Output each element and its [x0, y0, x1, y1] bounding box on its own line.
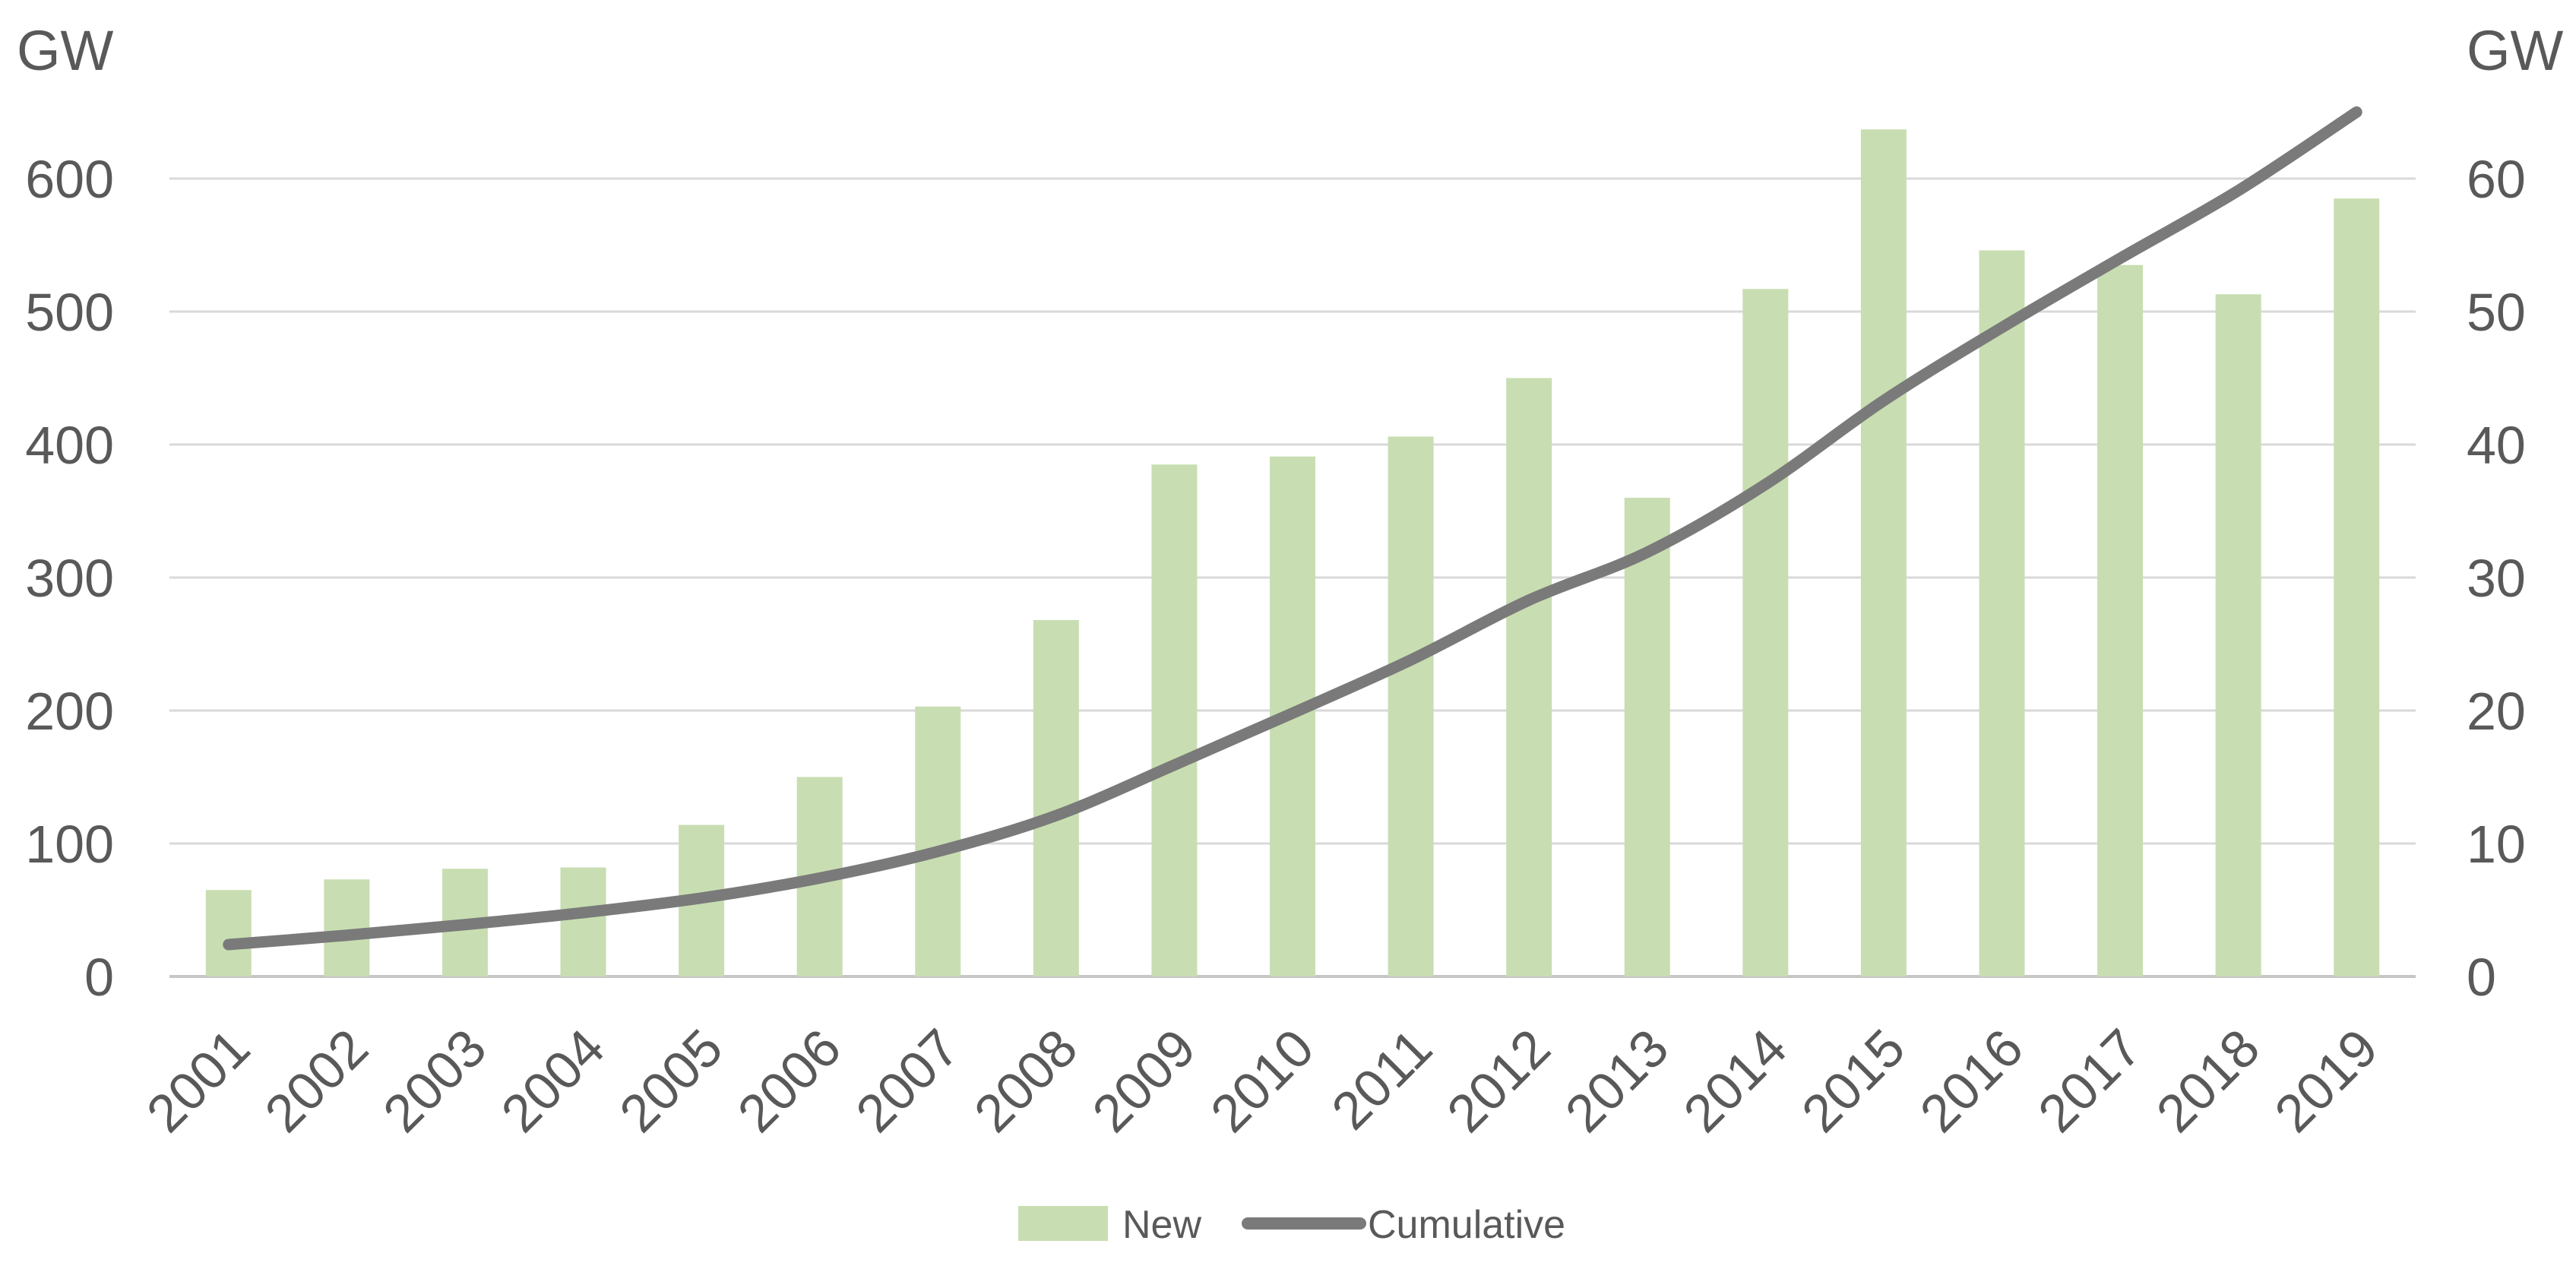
left-axis-tick-0: 0: [84, 948, 114, 1007]
bar-2002: [324, 879, 370, 976]
legend-cumulative-label: Cumulative: [1368, 1203, 1565, 1247]
bar-2011: [1388, 436, 1434, 976]
legend: New Cumulative: [1018, 1203, 1565, 1247]
bar-2018: [2215, 294, 2261, 976]
bar-2008: [1033, 620, 1079, 976]
left-axis-tick-200: 200: [25, 682, 114, 741]
legend-new-swatch: [1018, 1206, 1108, 1241]
bar-2004: [560, 867, 606, 976]
right-axis-title: GW: [2467, 19, 2564, 82]
bar-2001: [205, 890, 252, 976]
cumulative-line: [223, 106, 2362, 951]
bar-2017: [2097, 264, 2144, 976]
left-axis-tick-100: 100: [25, 815, 114, 874]
left-axis-tick-600: 600: [25, 150, 114, 209]
legend-new-label: New: [1122, 1203, 1201, 1247]
bar-2016: [1979, 250, 2025, 976]
bar-2012: [1506, 378, 1552, 976]
bar-2013: [1624, 498, 1670, 976]
left-axis-tick-500: 500: [25, 283, 114, 342]
right-axis-tick-50: 50: [2467, 283, 2526, 342]
right-axis-tick-60: 60: [2467, 150, 2526, 209]
bars-group-new: [205, 129, 2380, 976]
bar-2015: [1860, 129, 1907, 976]
right-axis-tick-40: 40: [2467, 416, 2526, 475]
right-axis-tick-0: 0: [2467, 948, 2496, 1007]
left-axis-title: GW: [17, 19, 114, 82]
left-axis-tick-300: 300: [25, 549, 114, 608]
bar-2014: [1742, 289, 1789, 976]
bar-2019: [2334, 198, 2380, 976]
right-axis-tick-30: 30: [2467, 549, 2526, 608]
right-axis-tick-10: 10: [2467, 815, 2526, 874]
bar-2009: [1151, 464, 1198, 976]
left-axis-tick-400: 400: [25, 416, 114, 475]
right-axis-tick-20: 20: [2467, 682, 2526, 741]
